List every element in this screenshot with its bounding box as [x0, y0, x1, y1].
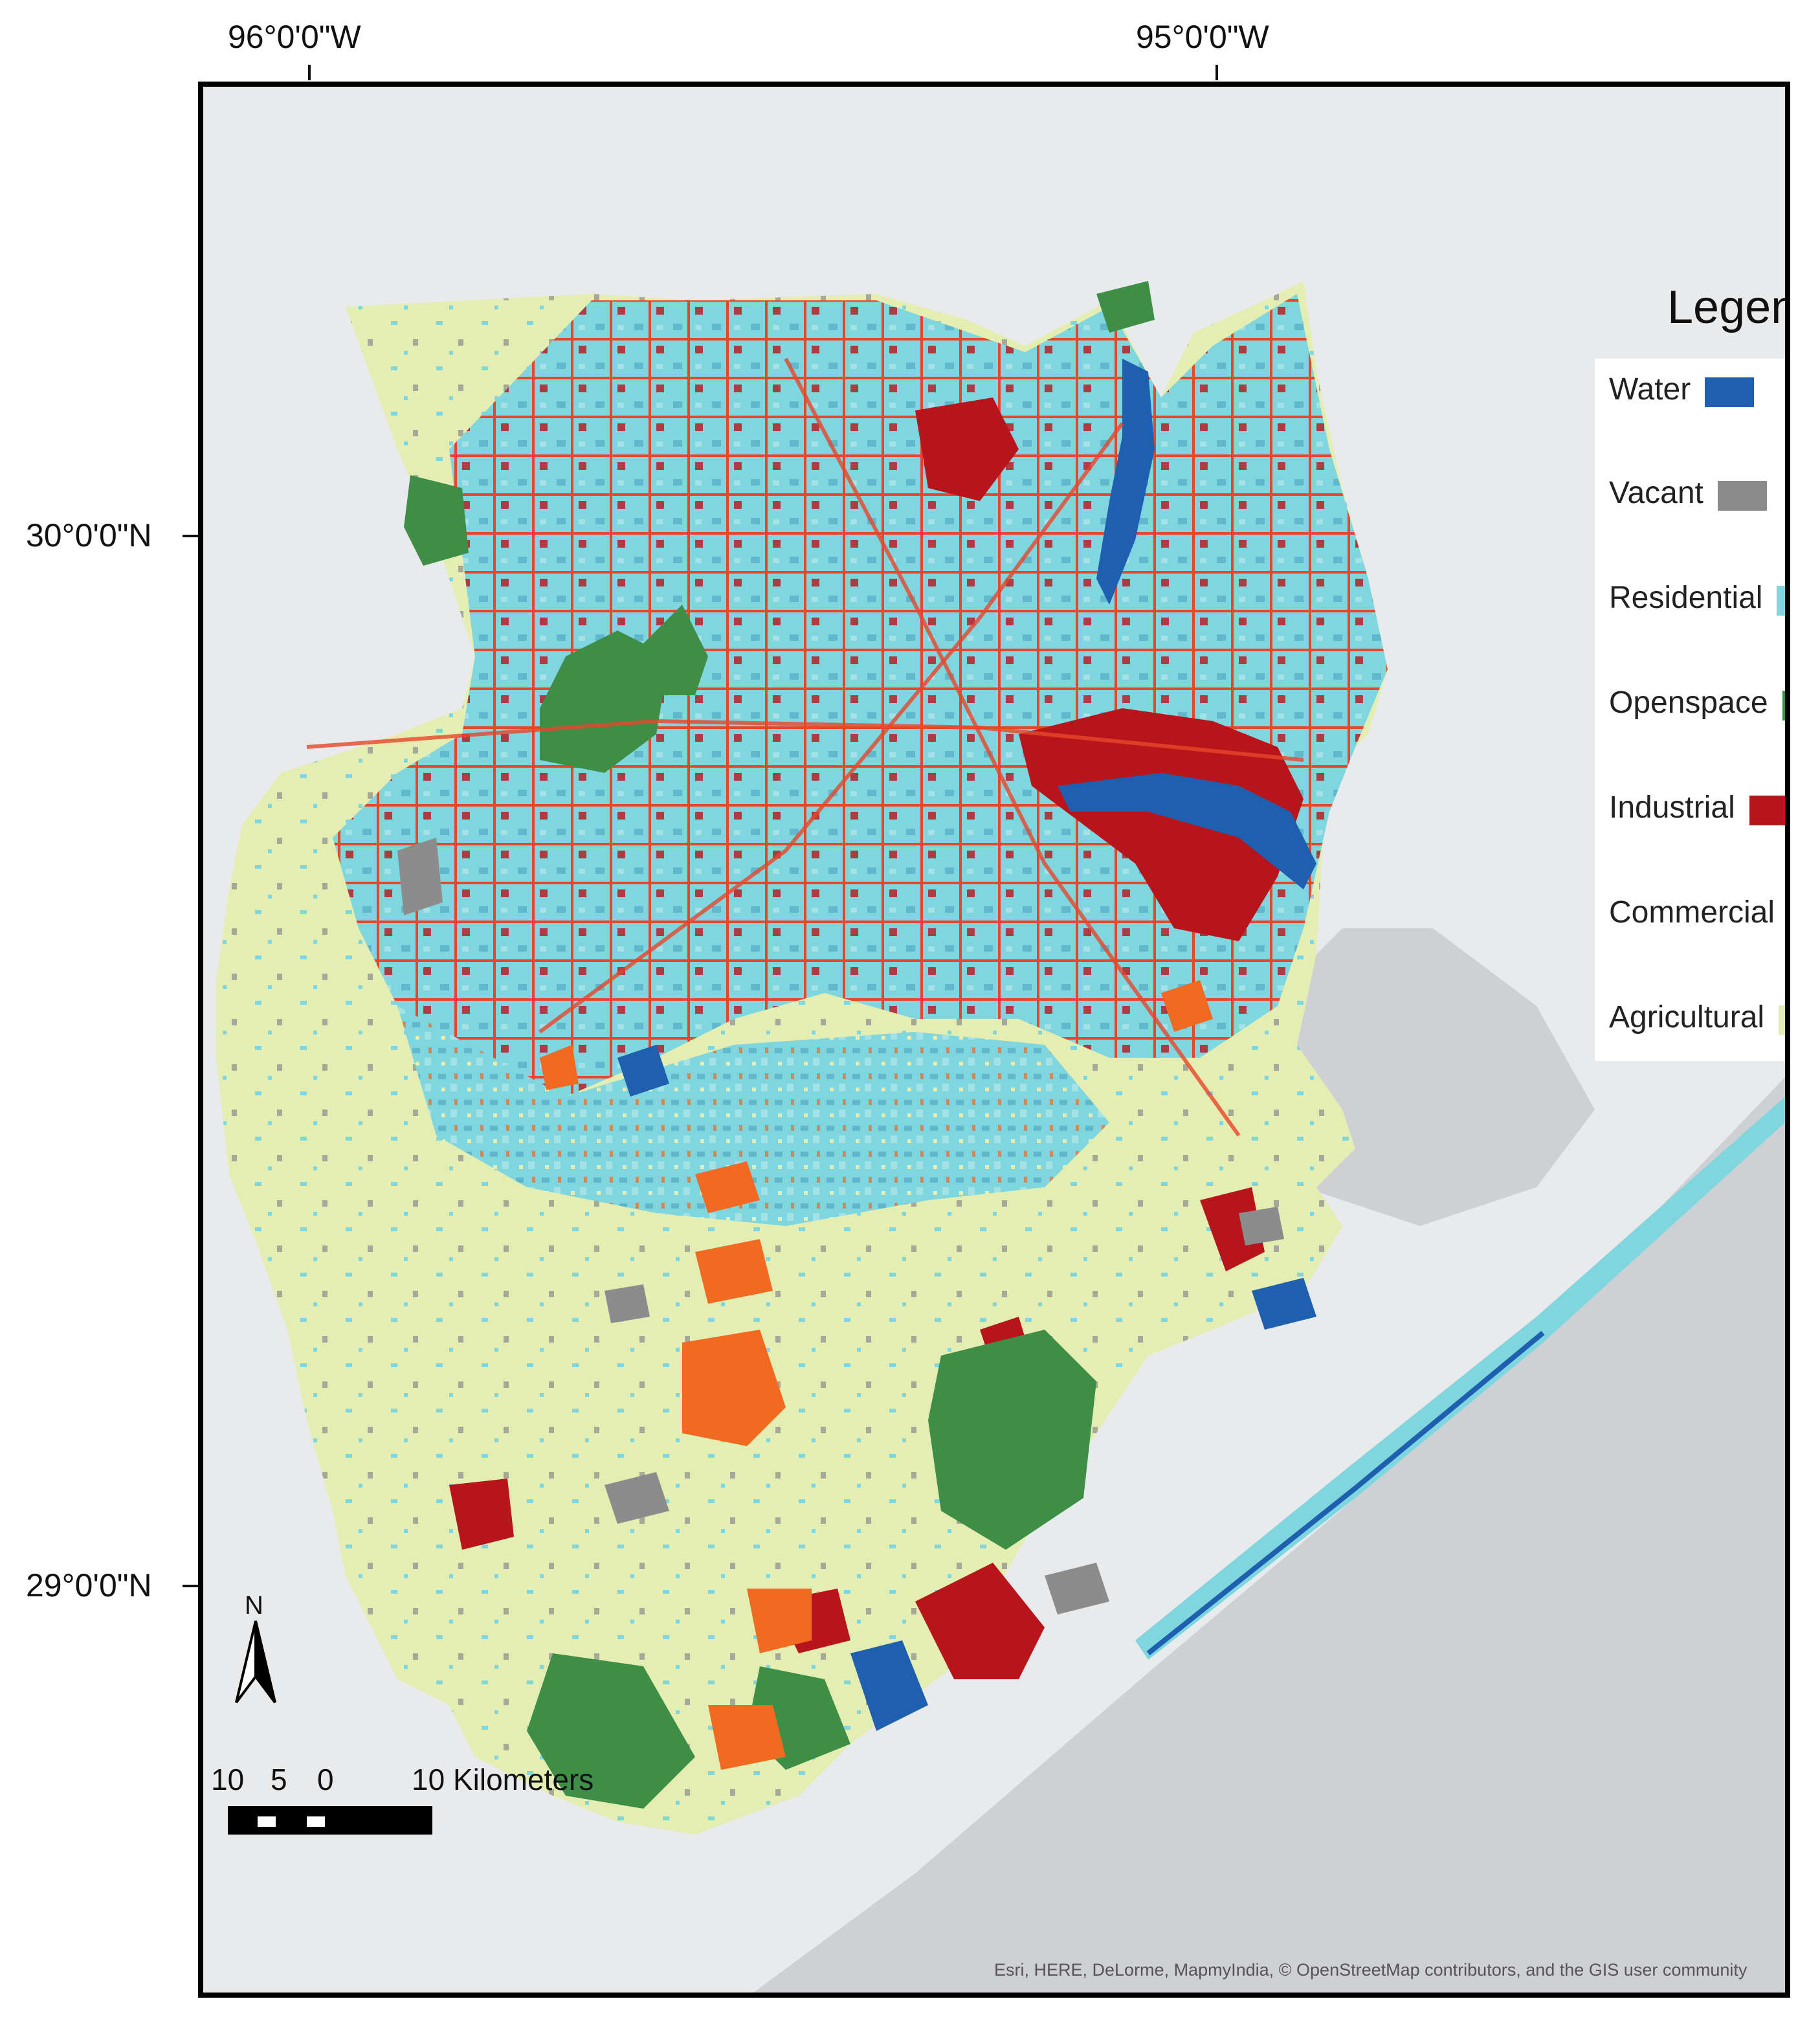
- lat-label-29n: 29°0'0"N: [26, 1567, 152, 1603]
- commercial-lakejackson: [708, 1705, 786, 1770]
- legend-label-commercial: Commercial: [1609, 895, 1775, 930]
- lake-houston: [1096, 359, 1155, 605]
- barrier-island: [1135, 1097, 1785, 1660]
- freeway-i10: [306, 719, 1304, 762]
- scale-label-10: 10: [211, 1763, 245, 1796]
- map-frame[interactable]: Legend Water Vacant Residential Openspac…: [198, 82, 1790, 1998]
- coastal-water-1: [850, 1640, 928, 1731]
- legend-swatch-vacant: [1717, 481, 1767, 511]
- lon-label-95w: 95°0'0"W: [1136, 19, 1269, 55]
- legend-title: Legend: [1667, 282, 1785, 333]
- scale-bar: [228, 1806, 432, 1835]
- legend-label-vacant: Vacant: [1609, 475, 1703, 510]
- commercial-rosenberg: [682, 1330, 786, 1446]
- lon-tick-95w: [1215, 65, 1218, 80]
- legend-item-residential: Residential: [1609, 575, 1785, 620]
- industrial-ship-channel: [1019, 708, 1304, 941]
- vacant-mid: [605, 1284, 650, 1323]
- industrial-freeport: [915, 1563, 1045, 1679]
- commercial-southwest: [695, 1239, 773, 1304]
- legend-item-agricultural: Agricultural: [1609, 994, 1785, 1040]
- openspace-northwest: [404, 475, 469, 566]
- scale-label-5: 5: [271, 1763, 287, 1796]
- legend-label-agricultural: Agricultural: [1609, 999, 1765, 1034]
- lon-tick-96w: [308, 65, 311, 80]
- lat-tick-30n: [183, 535, 198, 537]
- scale-bar-segment: [307, 1816, 325, 1827]
- legend-label-industrial: Industrial: [1609, 790, 1735, 825]
- legend-item-water: Water: [1609, 366, 1755, 412]
- legend-swatch-commercial: [1789, 900, 1790, 930]
- legend-swatch-openspace: [1782, 691, 1785, 720]
- vacant-south: [605, 1472, 669, 1524]
- north-arrow-icon: [235, 1620, 276, 1704]
- residential-ring: [397, 1006, 1109, 1226]
- legend-item-openspace: Openspace: [1609, 680, 1785, 725]
- scale-bar-segment: [258, 1816, 276, 1827]
- legend-swatch-agricultural: [1779, 1005, 1785, 1035]
- openspace-coastal: [527, 1653, 695, 1809]
- scale-label-10-km: 10 Kilometers: [412, 1763, 594, 1796]
- industrial-west: [449, 1479, 514, 1550]
- legend-label-water: Water: [1609, 372, 1691, 407]
- scale-label-0: 0: [317, 1763, 334, 1796]
- coastal-water-2: [617, 1045, 669, 1097]
- vacant-east: [1239, 1207, 1284, 1245]
- commercial-sugarland: [695, 1161, 760, 1213]
- barrier-island-edge: [1146, 1330, 1545, 1656]
- openspace-addicks: [540, 631, 669, 773]
- openspace-barker: [643, 605, 708, 695]
- legend-item-commercial: Commercial: [1609, 889, 1790, 935]
- legend-swatch-residential: [1777, 586, 1785, 616]
- lat-label-30n: 30°0'0"N: [26, 517, 152, 553]
- lat-tick-29n: [183, 1585, 198, 1587]
- vacant-west: [397, 838, 443, 915]
- urban-core: [333, 294, 1388, 1097]
- legend-item-industrial: Industrial: [1609, 785, 1785, 830]
- commercial-angleton: [747, 1589, 812, 1653]
- legend-label-openspace: Openspace: [1609, 685, 1768, 720]
- freeway-i45: [784, 357, 1241, 1137]
- industrial-north: [915, 397, 1019, 501]
- freeway-us59: [538, 422, 1124, 1034]
- legend-box: Water Vacant Residential Openspace Indus…: [1595, 359, 1790, 1061]
- legend-item-vacant: Vacant: [1609, 470, 1767, 515]
- north-arrow-letter: N: [245, 1591, 263, 1620]
- legend-swatch-water: [1705, 377, 1755, 407]
- coastal-water-3: [1252, 1278, 1316, 1330]
- attribution-text: Esri, HERE, DeLorme, MapmyIndia, © OpenS…: [994, 1960, 1748, 1980]
- lon-label-96w: 96°0'0"W: [228, 19, 361, 55]
- vacant-coast: [1045, 1563, 1109, 1614]
- openspace-north: [1096, 281, 1155, 333]
- openspace-brazoria: [928, 1330, 1096, 1550]
- legend-swatch-industrial: [1749, 796, 1785, 825]
- commercial-east: [1161, 980, 1213, 1032]
- land-use-map[interactable]: [203, 87, 1785, 1993]
- industrial-east-coast: [1200, 1187, 1265, 1271]
- ship-channel-water: [1058, 773, 1316, 889]
- gulf-water: [753, 1077, 1785, 1993]
- commercial-west: [540, 1045, 579, 1090]
- legend-label-residential: Residential: [1609, 580, 1763, 615]
